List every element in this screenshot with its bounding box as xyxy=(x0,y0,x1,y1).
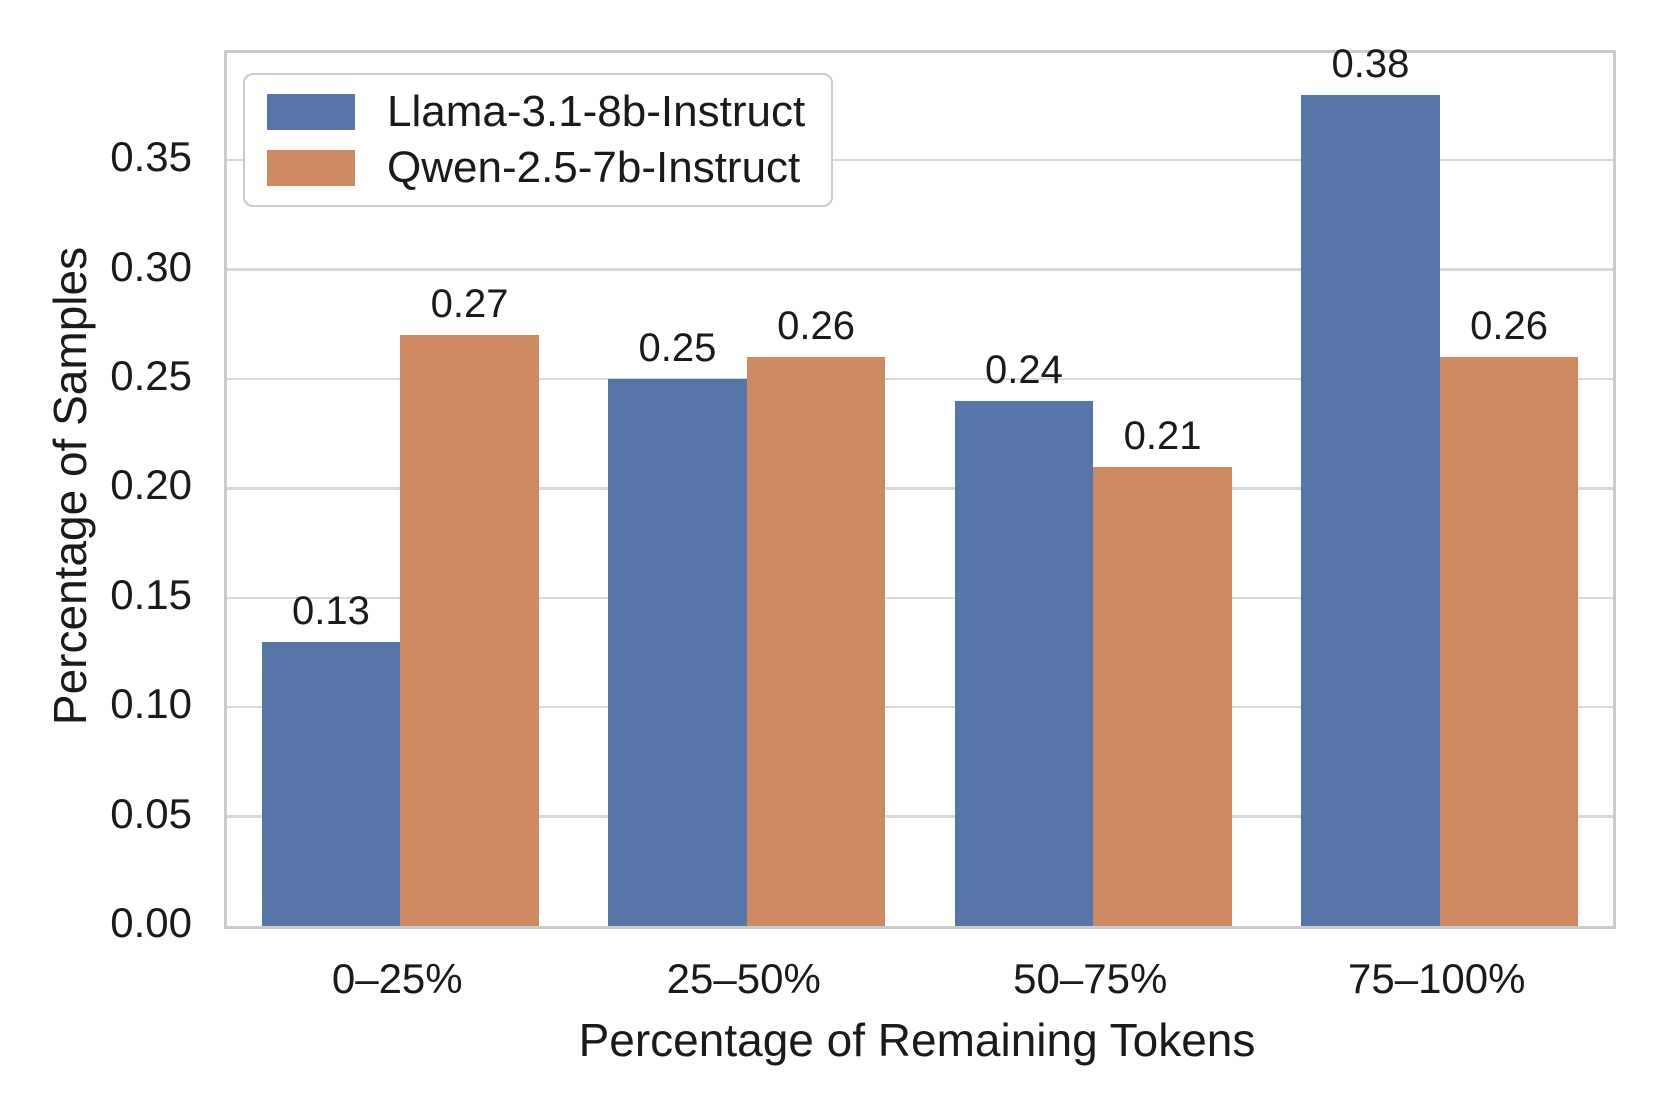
bar xyxy=(608,379,747,926)
bar xyxy=(746,357,886,926)
bar xyxy=(1093,466,1232,926)
y-tick-label: 0.25 xyxy=(110,352,192,399)
bar xyxy=(1439,357,1579,926)
x-tick-label: 50–75% xyxy=(1013,955,1168,1002)
legend-item: Llama-3.1-8b-Instruct xyxy=(267,87,805,137)
x-axis-label: Percentage of Remaining Tokens xyxy=(578,1014,1256,1066)
bar-value-label: 0.38 xyxy=(1331,41,1410,86)
y-tick-label: 0.00 xyxy=(110,899,192,946)
gridline xyxy=(227,705,1613,709)
bar xyxy=(261,641,401,926)
y-tick-label: 0.10 xyxy=(110,680,192,728)
gridline xyxy=(227,596,1613,600)
legend-swatch-qwen xyxy=(267,150,355,186)
y-tick-label: 0.35 xyxy=(110,133,192,181)
bar xyxy=(1301,94,1440,926)
x-tick-label: 25–50% xyxy=(666,955,821,1002)
legend-swatch-llama xyxy=(267,94,355,130)
x-tick-label: 75–100% xyxy=(1348,955,1526,1002)
bar-value-label: 0.25 xyxy=(638,326,717,371)
bar-value-label: 0.24 xyxy=(985,347,1063,392)
legend-label-qwen: Qwen-2.5-7b-Instruct xyxy=(387,143,801,192)
legend-item: Qwen-2.5-7b-Instruct xyxy=(267,143,805,193)
bar-value-label: 0.21 xyxy=(1123,413,1202,458)
y-tick-label: 0.20 xyxy=(110,461,192,509)
gridline xyxy=(227,377,1613,381)
plot-area: Llama-3.1-8b-Instruct Qwen-2.5-7b-Instru… xyxy=(224,42,1616,929)
gridline xyxy=(227,815,1613,818)
legend: Llama-3.1-8b-Instruct Qwen-2.5-7b-Instru… xyxy=(243,73,834,207)
y-tick-label: 0.30 xyxy=(110,242,192,290)
bar-value-label: 0.27 xyxy=(430,282,509,327)
bar xyxy=(400,335,539,926)
legend-label-llama: Llama-3.1-8b-Instruct xyxy=(387,87,806,136)
gridline xyxy=(227,268,1613,271)
gridline xyxy=(227,487,1613,490)
bar xyxy=(954,400,1094,926)
gridline xyxy=(227,158,1613,162)
bar-value-label: 0.26 xyxy=(777,304,855,349)
bar-value-label: 0.26 xyxy=(1470,304,1548,349)
x-tick-label: 0–25% xyxy=(331,955,463,1002)
y-tick-label: 0.05 xyxy=(110,789,192,837)
bar-value-label: 0.13 xyxy=(292,588,370,633)
y-tick-label: 0.15 xyxy=(110,570,192,618)
